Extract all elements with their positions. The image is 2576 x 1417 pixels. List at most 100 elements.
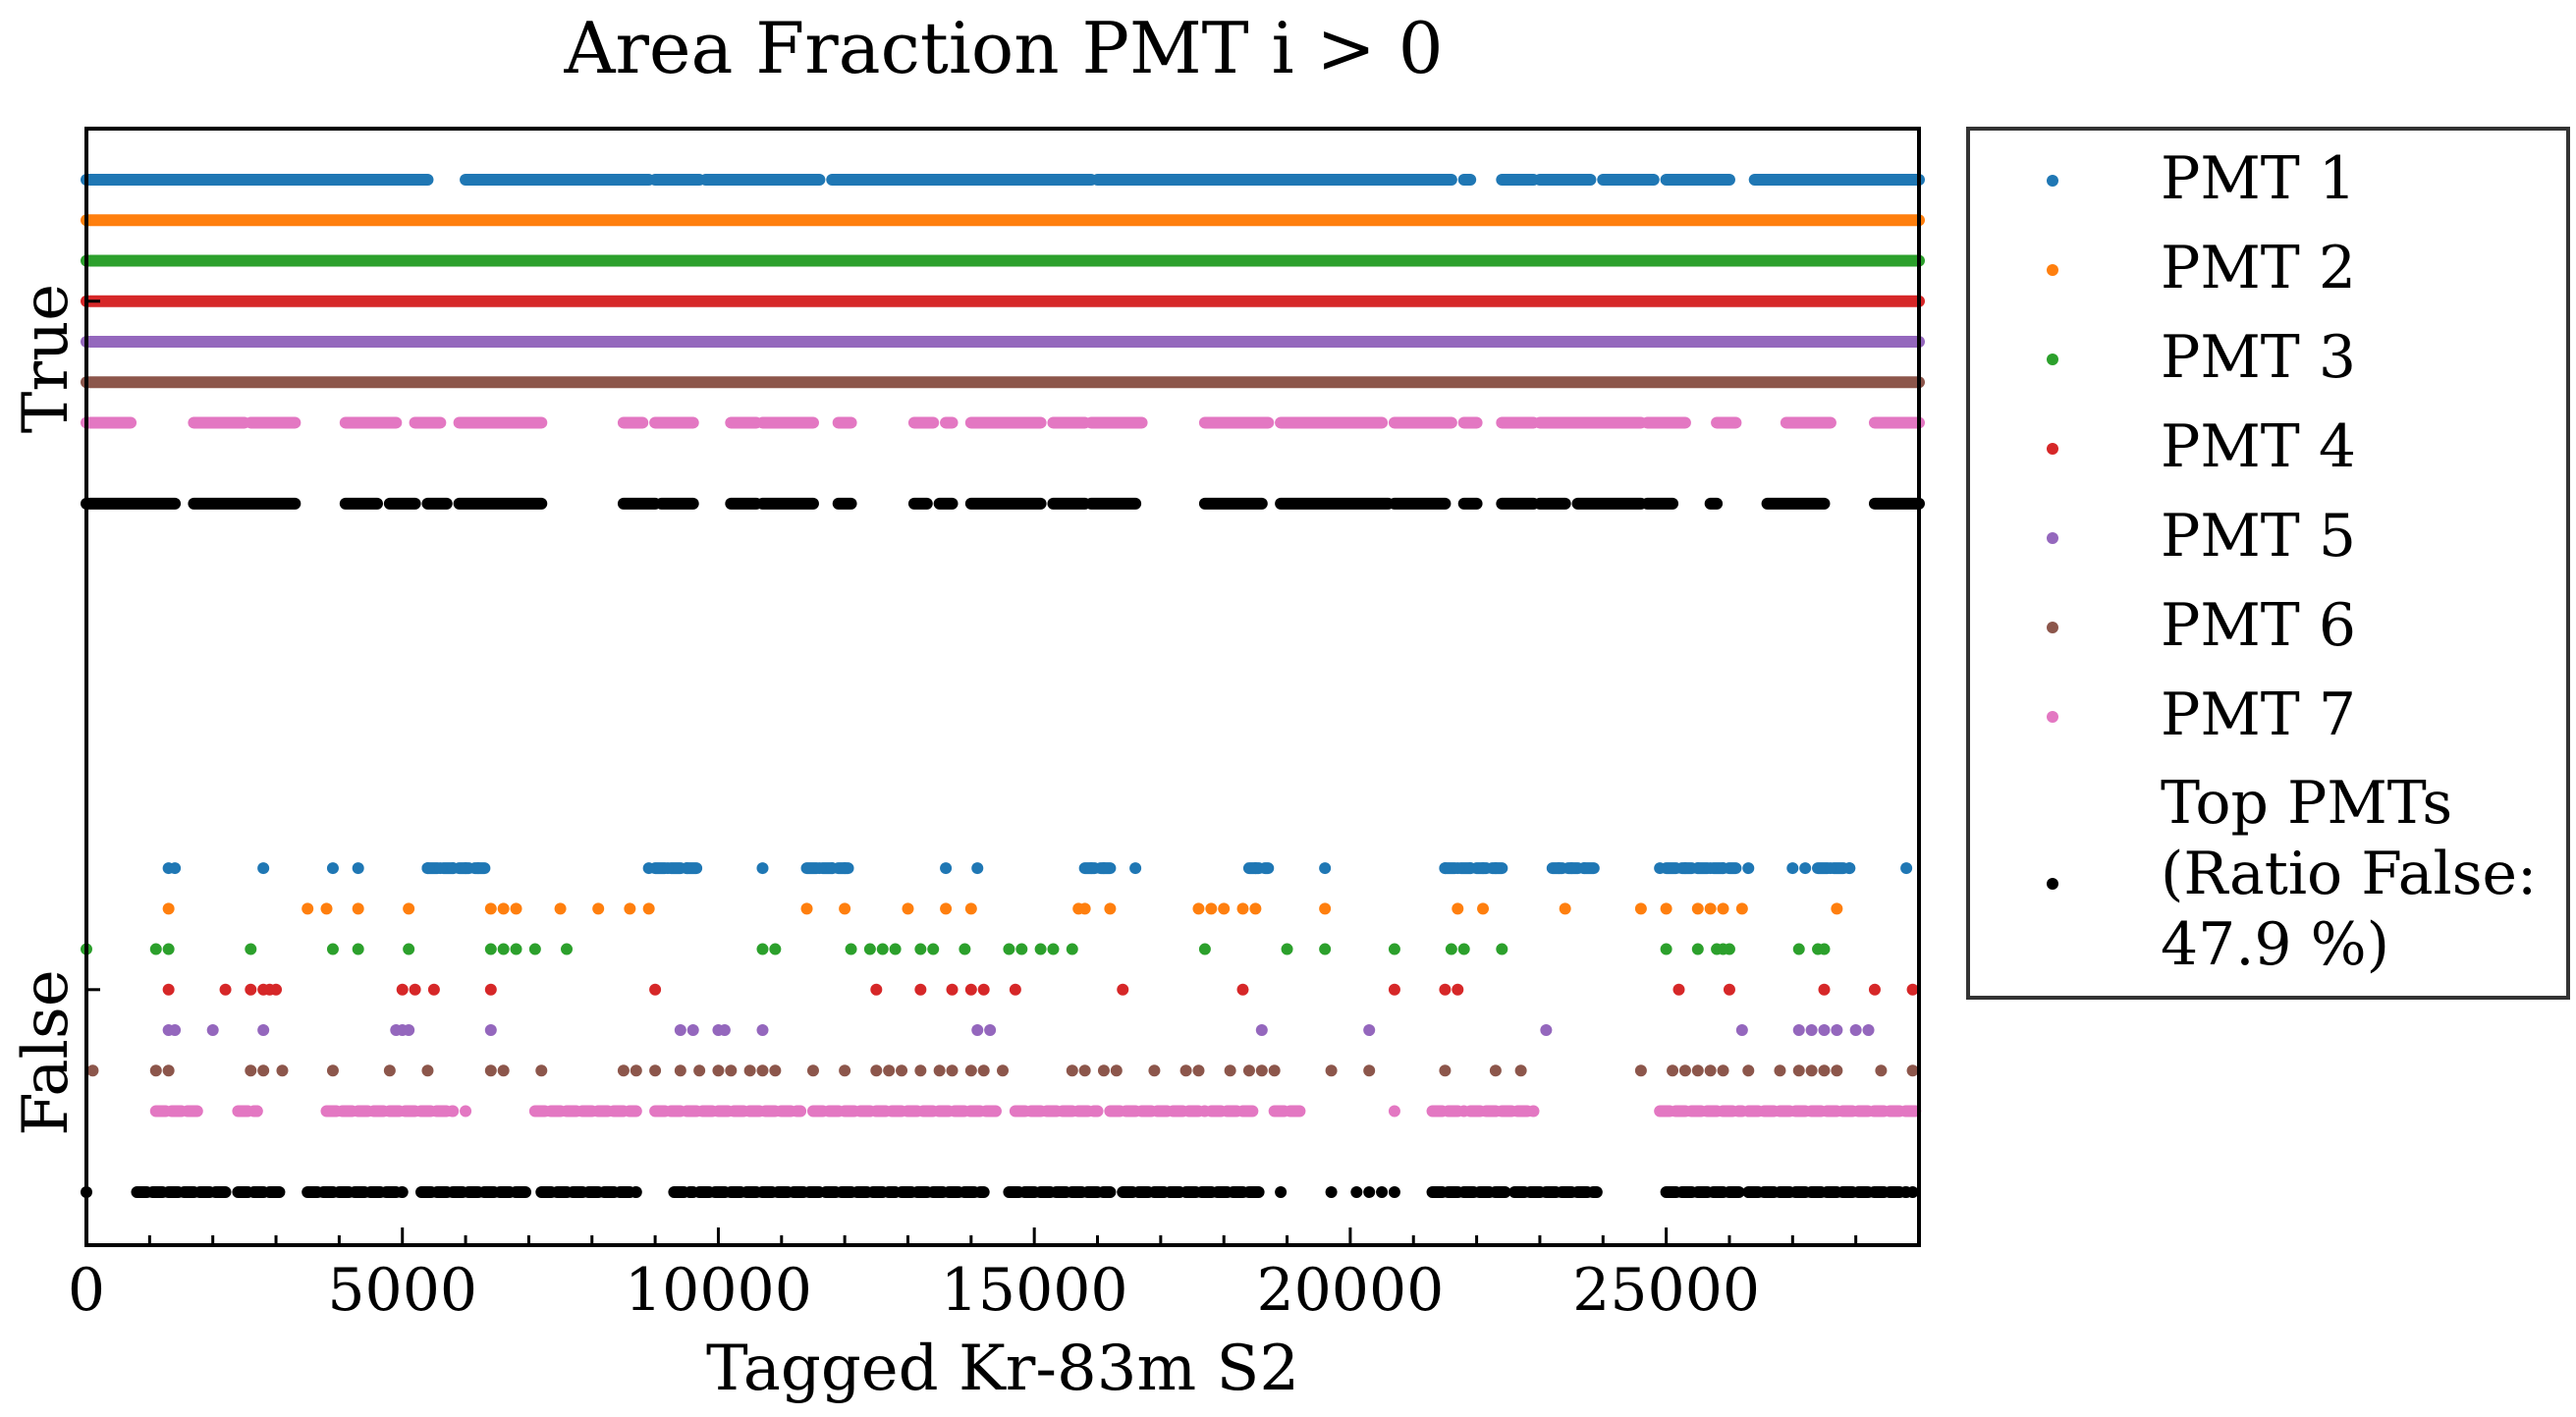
series-1 xyxy=(81,174,1925,875)
false-point xyxy=(535,1064,548,1077)
false-point xyxy=(1906,1064,1919,1077)
false-point xyxy=(674,1064,686,1077)
false-point xyxy=(1281,943,1293,955)
false-point xyxy=(1704,902,1717,915)
false-point xyxy=(1565,862,1578,875)
false-point xyxy=(403,943,415,955)
false-point xyxy=(1363,1024,1376,1037)
false-point xyxy=(1097,1064,1110,1077)
series-6 xyxy=(81,376,1925,1077)
false-point xyxy=(624,902,636,915)
false-point xyxy=(1691,943,1704,955)
false-point xyxy=(434,862,447,875)
legend-label: 47.9 %) xyxy=(2161,910,2389,979)
false-point xyxy=(1009,983,1021,996)
false-point xyxy=(649,1064,662,1077)
false-point xyxy=(206,1024,219,1037)
false-point xyxy=(839,902,851,915)
false-point xyxy=(1255,1064,1268,1077)
false-point xyxy=(1097,862,1110,875)
false-point xyxy=(1319,862,1332,875)
false-point xyxy=(1477,862,1490,875)
false-point xyxy=(756,862,769,875)
false-point xyxy=(1192,1064,1205,1077)
false-point xyxy=(964,1064,977,1077)
false-point xyxy=(756,1064,769,1077)
false-point xyxy=(427,983,440,996)
false-point xyxy=(800,902,813,915)
false-point xyxy=(686,1024,699,1037)
false-point xyxy=(1452,902,1464,915)
false-point xyxy=(1117,983,1129,996)
false-point xyxy=(484,943,497,955)
false-point xyxy=(326,943,339,955)
false-point xyxy=(642,902,655,915)
legend-label: PMT 4 xyxy=(2161,412,2356,481)
legend-label: PMT 2 xyxy=(2161,234,2356,302)
x-tick-label: 15000 xyxy=(941,1256,1128,1325)
false-point xyxy=(1704,862,1717,875)
false-point xyxy=(1445,943,1457,955)
false-point xyxy=(1660,943,1672,955)
false-point xyxy=(1849,1024,1862,1037)
false-point xyxy=(1110,1064,1123,1077)
chart-title: Area Fraction PMT i > 0 xyxy=(563,7,1443,89)
false-point xyxy=(839,1064,851,1077)
false-point xyxy=(1799,862,1812,875)
plot-frame xyxy=(84,127,1921,1247)
legend-marker xyxy=(2047,264,2058,276)
false-point xyxy=(1818,943,1831,955)
false-point xyxy=(245,1064,257,1077)
false-point xyxy=(964,983,977,996)
false-point xyxy=(1439,862,1452,875)
false-point xyxy=(352,862,364,875)
false-point xyxy=(946,983,959,996)
legend-label: PMT 7 xyxy=(2161,681,2356,749)
y-tick-label-true: True xyxy=(10,284,82,433)
false-point xyxy=(1577,862,1590,875)
false-point xyxy=(169,862,182,875)
false-point xyxy=(1742,1064,1755,1077)
false-point xyxy=(1723,943,1735,955)
false-point xyxy=(896,1064,908,1077)
legend-marker xyxy=(2047,878,2058,890)
false-point xyxy=(1489,862,1502,875)
false-point xyxy=(813,862,826,875)
false-point xyxy=(1672,983,1685,996)
false-point xyxy=(1792,1064,1805,1077)
false-point xyxy=(674,1024,686,1037)
false-point xyxy=(1319,943,1332,955)
false-point xyxy=(1678,862,1691,875)
false-point xyxy=(617,1064,630,1077)
false-point xyxy=(889,943,902,955)
false-point xyxy=(1236,902,1249,915)
false-point xyxy=(276,1064,289,1077)
false-point xyxy=(1900,862,1913,875)
false-point xyxy=(245,983,257,996)
false-point xyxy=(1452,862,1464,875)
false-point xyxy=(484,1064,497,1077)
false-point xyxy=(1268,1064,1281,1077)
false-point xyxy=(1691,862,1704,875)
false-point xyxy=(162,1064,175,1077)
series-4 xyxy=(81,295,1925,996)
false-point xyxy=(149,1064,162,1077)
false-point xyxy=(1634,902,1647,915)
x-tick-label: 20000 xyxy=(1256,1256,1444,1325)
x-tick-label: 10000 xyxy=(625,1256,812,1325)
x-tick-label: 25000 xyxy=(1572,1256,1760,1325)
false-point xyxy=(940,902,953,915)
false-point xyxy=(863,943,876,955)
false-point xyxy=(383,1064,396,1077)
false-point xyxy=(1388,1186,1400,1198)
false-point xyxy=(1224,1064,1236,1077)
false-point xyxy=(769,943,782,955)
false-point xyxy=(1717,862,1729,875)
false-point xyxy=(1198,943,1211,955)
false-point xyxy=(1818,983,1831,996)
false-point xyxy=(257,862,270,875)
plot-area xyxy=(81,174,1925,1198)
false-point xyxy=(1818,1064,1831,1077)
false-point xyxy=(927,943,940,955)
false-point xyxy=(756,1024,769,1037)
